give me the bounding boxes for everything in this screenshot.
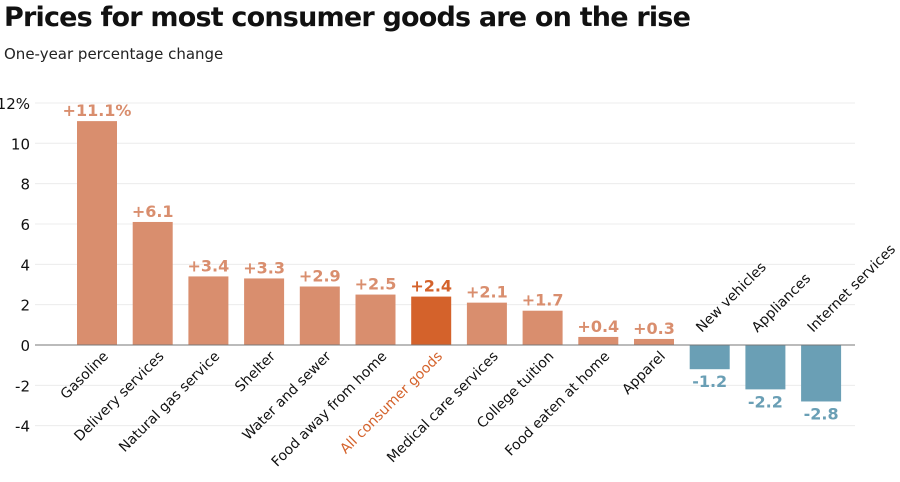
bar — [132, 221, 173, 345]
y-tick-label: 6 — [20, 216, 30, 234]
bar — [411, 296, 452, 345]
y-tick-label: 10 — [11, 135, 30, 153]
bar — [188, 276, 229, 345]
data-label: +3.3 — [243, 258, 285, 277]
data-label: +0.3 — [633, 319, 675, 338]
chart-subtitle: One-year percentage change — [4, 45, 224, 63]
x-tick-label: Apparel — [619, 349, 668, 398]
x-tick-label: Natural gas service — [116, 349, 223, 456]
data-label: +6.1 — [132, 202, 174, 221]
x-tick-label: Gasoline — [58, 349, 112, 403]
bar — [244, 278, 285, 345]
bar — [578, 336, 619, 345]
chart-title: Prices for most consumer goods are on th… — [4, 2, 691, 33]
bar — [355, 294, 396, 345]
bar — [466, 302, 507, 345]
x-tick-label: Internet services — [805, 241, 899, 335]
data-label: +2.9 — [299, 267, 341, 286]
y-tick-label: -4 — [15, 418, 30, 436]
bar — [522, 310, 563, 345]
x-tick-label: Medical care services — [384, 349, 502, 467]
data-label: +2.5 — [355, 275, 397, 294]
data-label: -1.2 — [692, 372, 727, 391]
y-tick-label: -2 — [15, 377, 30, 395]
x-tick-label: Food eaten at home — [502, 349, 613, 460]
y-tick-label: 0 — [20, 337, 30, 355]
data-label: +1.7 — [522, 291, 564, 310]
x-tick-label: Food away from home — [269, 349, 391, 471]
bar — [634, 338, 674, 345]
data-label: +3.4 — [188, 256, 230, 275]
data-label: +2.1 — [466, 283, 508, 302]
bar — [745, 345, 786, 390]
x-tick-label: Shelter — [232, 348, 279, 395]
data-label: +2.4 — [410, 277, 452, 296]
bar — [77, 121, 117, 345]
data-label: -2.8 — [804, 404, 839, 423]
bar — [299, 286, 340, 345]
y-tick-label: 2 — [20, 297, 30, 315]
bar — [689, 345, 730, 370]
y-tick-label: 12% — [0, 95, 30, 113]
y-tick-label: 4 — [20, 256, 30, 274]
x-tick-label: All consumer goods — [337, 349, 446, 458]
data-label: +0.4 — [577, 317, 619, 336]
y-tick-label: 8 — [20, 176, 30, 194]
bar — [801, 345, 842, 402]
data-label: +11.1% — [63, 101, 132, 120]
data-label: -2.2 — [748, 392, 783, 411]
